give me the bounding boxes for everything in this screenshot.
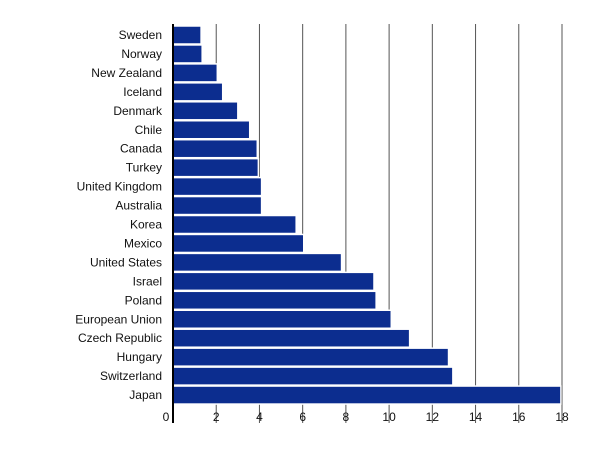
category-label: United States — [90, 255, 162, 269]
bar — [172, 138, 259, 159]
x-tick-label: 4 — [256, 410, 263, 424]
category-label: Mexico — [124, 236, 162, 250]
gridlines — [215, 24, 563, 423]
x-tick-label: 6 — [299, 410, 306, 424]
category-label: Turkey — [126, 161, 162, 175]
bar — [172, 214, 297, 235]
x-tick-label: 18 — [555, 410, 569, 424]
x-tick-label: 12 — [426, 410, 440, 424]
bar — [172, 101, 239, 121]
x-tick-label: 0 — [163, 410, 170, 424]
x-tick-label: 8 — [343, 410, 350, 424]
bars — [172, 25, 562, 405]
bar — [172, 290, 377, 311]
x-tick-label: 2 — [213, 410, 220, 424]
category-label: Sweden — [119, 28, 162, 42]
bar — [172, 176, 263, 197]
x-tick-label: 10 — [382, 410, 396, 424]
bar — [172, 309, 393, 329]
bar — [172, 271, 375, 292]
x-tick-label: 14 — [469, 410, 483, 424]
category-label: Israel — [133, 274, 162, 288]
category-label: European Union — [75, 312, 162, 326]
bar — [172, 366, 454, 386]
category-label: Canada — [120, 142, 162, 156]
category-label: Japan — [129, 388, 162, 402]
category-label: Iceland — [123, 85, 162, 99]
bar — [172, 195, 263, 216]
bar — [172, 120, 251, 140]
bar — [172, 347, 450, 367]
x-axis-tick-labels: 0 2 4 6 8 10 12 14 16 18 — [163, 410, 569, 424]
bar — [172, 328, 411, 348]
category-label: Norway — [121, 47, 162, 61]
category-label: Australia — [115, 199, 162, 213]
category-label: Czech Republic — [78, 331, 162, 345]
category-label: United Kingdom — [77, 180, 162, 194]
bar — [172, 44, 203, 64]
bar — [172, 63, 219, 83]
bar — [172, 82, 224, 102]
bar — [172, 233, 305, 254]
category-labels: Sweden Norway New Zealand Iceland Denmark Chi… — [75, 28, 163, 402]
category-label: Chile — [135, 123, 163, 137]
bar — [172, 157, 260, 178]
bar — [172, 385, 562, 405]
bar — [172, 25, 202, 45]
category-label: Hungary — [117, 350, 162, 364]
bar — [172, 252, 343, 273]
category-label: Poland — [125, 293, 162, 307]
x-tick-label: 16 — [512, 410, 526, 424]
category-label: Korea — [130, 218, 162, 232]
category-label: Switzerland — [100, 369, 162, 383]
category-label: Denmark — [113, 104, 163, 118]
category-label: New Zealand — [91, 66, 162, 80]
